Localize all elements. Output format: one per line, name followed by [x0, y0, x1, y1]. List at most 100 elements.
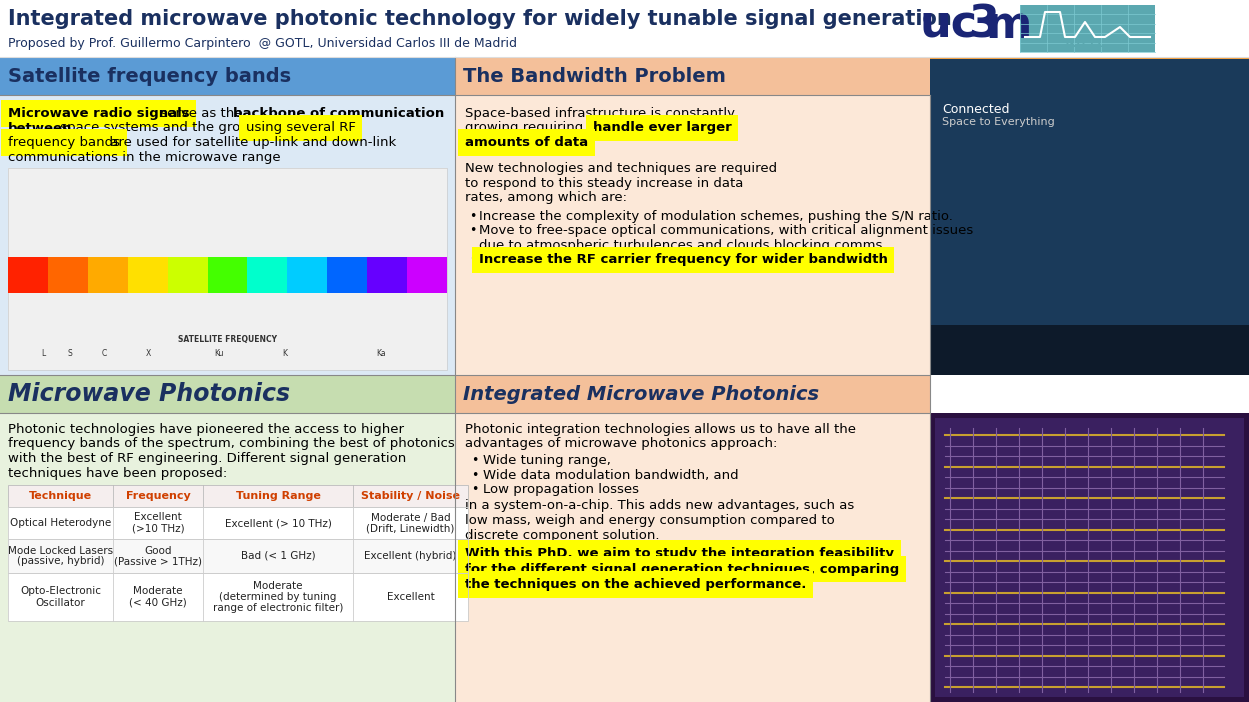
Bar [0, 57, 455, 95]
Text: amounts of data: amounts of data [465, 136, 588, 149]
Text: serve as the: serve as the [156, 107, 247, 120]
Bar [0, 57, 1249, 59]
Text: L: L [41, 350, 45, 358]
Text: •: • [471, 483, 478, 496]
Text: for the different signal generation techniques, comparing: for the different signal generation tech… [465, 562, 899, 576]
Bar [127, 257, 167, 293]
Text: Microwave radio signals: Microwave radio signals [7, 107, 190, 120]
Bar [367, 257, 407, 293]
Text: Photonic technologies have pioneered the access to higher: Photonic technologies have pioneered the… [7, 423, 403, 436]
Bar [7, 539, 468, 573]
Text: •: • [470, 253, 476, 267]
Text: m: m [985, 4, 1032, 46]
Text: rates, among which are:: rates, among which are: [465, 191, 627, 204]
Bar [931, 57, 1249, 325]
Text: discrete component solution.: discrete component solution. [465, 529, 659, 541]
Bar [7, 539, 468, 573]
Text: Optical Heterodyne: Optical Heterodyne [10, 518, 111, 528]
Bar [0, 375, 455, 413]
Text: (< 40 GHz): (< 40 GHz) [129, 597, 187, 607]
Text: Wide tuning range,: Wide tuning range, [483, 454, 611, 467]
Text: Connected: Connected [942, 103, 1009, 116]
Text: With this PhD, we aim to study the integration feasibility: With this PhD, we aim to study the integ… [465, 547, 894, 560]
Text: Excellent: Excellent [134, 512, 182, 522]
Text: (determined by tuning: (determined by tuning [220, 592, 337, 602]
Text: Satellite frequency bands: Satellite frequency bands [7, 67, 291, 86]
Text: are used for satellite up-link and down-link: are used for satellite up-link and down-… [106, 136, 396, 149]
Text: uc: uc [921, 4, 978, 46]
Text: Proposed by Prof. Guillermo Carpintero  @ GOTL, Universidad Carlos III de Madrid: Proposed by Prof. Guillermo Carpintero @… [7, 37, 517, 51]
Text: Ka: Ka [376, 350, 386, 358]
Text: New technologies and techniques are required: New technologies and techniques are requ… [465, 162, 777, 175]
Bar [7, 168, 447, 370]
Text: growing requiring to: growing requiring to [465, 121, 605, 135]
Bar [7, 507, 468, 539]
Bar [936, 418, 1244, 697]
Text: Low propagation losses: Low propagation losses [483, 483, 639, 496]
Text: space systems and the ground,: space systems and the ground, [56, 121, 274, 135]
Text: frequency bands: frequency bands [7, 136, 120, 149]
Text: 3: 3 [968, 4, 999, 46]
Text: Tuning Range: Tuning Range [236, 491, 321, 501]
Bar [7, 573, 468, 621]
Text: Good: Good [144, 545, 172, 555]
Text: Ku: Ku [214, 350, 224, 358]
Text: in a system-on-a-chip. This adds new advantages, such as: in a system-on-a-chip. This adds new adv… [465, 500, 854, 512]
Text: frequency bands of the spectrum, combining the best of photonics: frequency bands of the spectrum, combini… [7, 437, 455, 451]
Text: Oscillator: Oscillator [36, 597, 85, 607]
Text: Frequency: Frequency [126, 491, 190, 501]
Bar [407, 257, 447, 293]
Text: to respond to this steady increase in data: to respond to this steady increase in da… [465, 177, 743, 190]
Text: using several RF: using several RF [246, 121, 356, 135]
Text: due to atmospheric turbulences and clouds blocking comms.: due to atmospheric turbulences and cloud… [480, 239, 887, 252]
Text: low mass, weigh and energy consumption compared to: low mass, weigh and energy consumption c… [465, 514, 834, 527]
Text: (Drift, Linewidth): (Drift, Linewidth) [366, 524, 455, 534]
Text: the techniques on the achieved performance.: the techniques on the achieved performan… [465, 578, 807, 591]
Text: handle ever larger: handle ever larger [593, 121, 732, 135]
Text: Increase the complexity of modulation schemes, pushing the S/N ratio.: Increase the complexity of modulation sc… [480, 210, 953, 223]
Text: Stability / Noise: Stability / Noise [361, 491, 460, 501]
Text: techniques have been proposed:: techniques have been proposed: [7, 467, 227, 479]
Text: Moderate / Bad: Moderate / Bad [371, 512, 451, 522]
Text: Photonic integration technologies allows us to have all the: Photonic integration technologies allows… [465, 423, 856, 436]
Text: Mode Locked Lasers: Mode Locked Lasers [7, 545, 114, 555]
Text: (>10 THz): (>10 THz) [131, 524, 185, 534]
Text: range of electronic filter): range of electronic filter) [212, 603, 343, 613]
Bar [7, 573, 468, 621]
Bar [1020, 5, 1155, 52]
Bar [0, 0, 1249, 57]
Bar [287, 257, 327, 293]
Text: Moderate: Moderate [134, 586, 182, 597]
Text: Moderate: Moderate [254, 581, 302, 591]
Text: C: C [102, 350, 107, 358]
Bar [0, 95, 455, 375]
Bar [7, 168, 447, 370]
Text: Microwave Photonics: Microwave Photonics [7, 382, 290, 406]
Text: •: • [470, 225, 476, 237]
Bar [455, 375, 931, 413]
Text: between: between [7, 121, 72, 135]
Bar [87, 257, 127, 293]
Bar [247, 257, 287, 293]
Text: Technique: Technique [29, 491, 92, 501]
Text: Increase the RF carrier frequency for wider bandwidth: Increase the RF carrier frequency for wi… [480, 253, 888, 267]
Text: advantages of microwave photonics approach:: advantages of microwave photonics approa… [465, 437, 777, 451]
Text: with the best of RF engineering. Different signal generation: with the best of RF engineering. Differe… [7, 452, 406, 465]
Bar [7, 257, 47, 293]
Bar [7, 507, 468, 539]
Text: The Bandwidth Problem: The Bandwidth Problem [463, 67, 726, 86]
Bar [7, 485, 468, 507]
Text: communications in the microwave range: communications in the microwave range [7, 150, 281, 164]
Text: Excellent (> 10 THz): Excellent (> 10 THz) [225, 518, 331, 528]
Text: Space to Everything: Space to Everything [942, 117, 1054, 127]
Bar [455, 57, 931, 95]
Text: (passive, hybrid): (passive, hybrid) [16, 557, 104, 567]
Text: backbone of communication: backbone of communication [234, 107, 445, 120]
Text: Move to free-space optical communications, with critical alignment issues: Move to free-space optical communication… [480, 225, 973, 237]
Text: SATELLITE FREQUENCY: SATELLITE FREQUENCY [179, 335, 277, 344]
Text: (Passive > 1THz): (Passive > 1THz) [114, 557, 202, 567]
Text: •: • [471, 468, 478, 482]
Bar [455, 95, 931, 375]
Text: K: K [282, 350, 287, 358]
Bar [0, 413, 455, 702]
